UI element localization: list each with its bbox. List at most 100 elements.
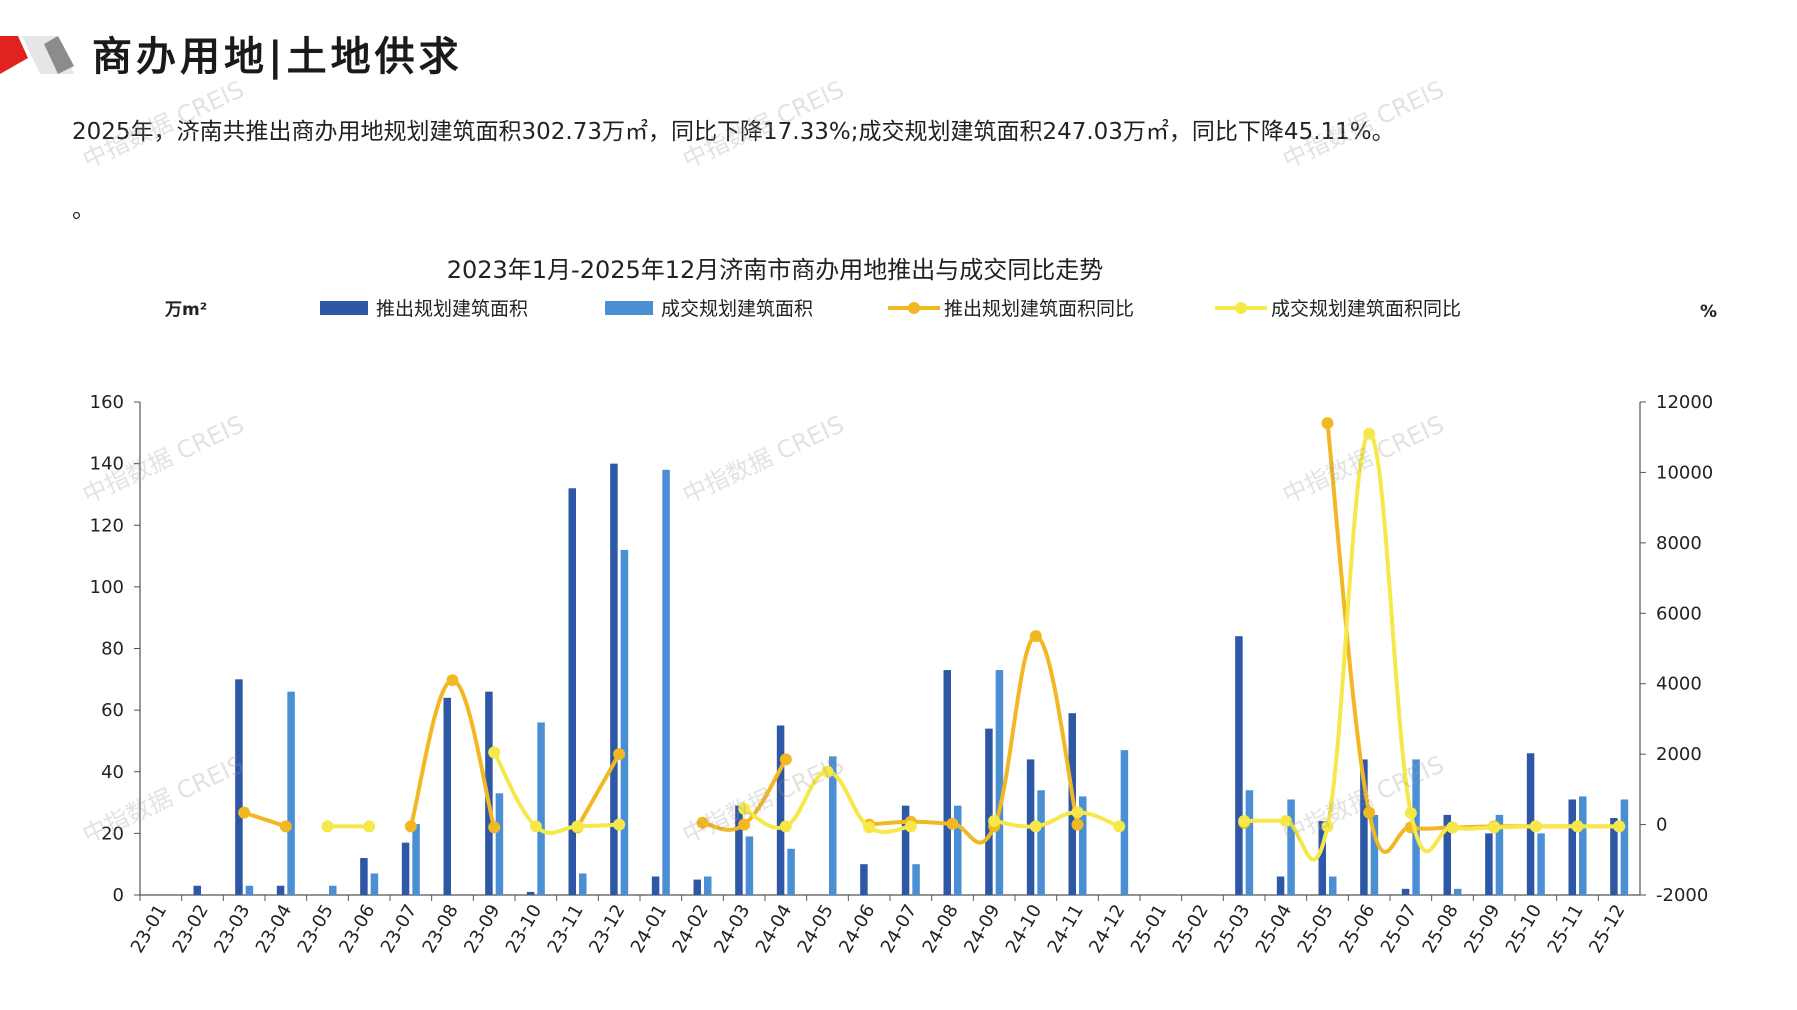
supply-bar: [693, 879, 701, 895]
chart-title: 2023年1月-2025年12月济南市商办用地推出与成交同比走势: [447, 256, 1104, 284]
supply-bar: [276, 885, 285, 895]
deal-yoy-point: [1113, 820, 1126, 833]
supply-yoy-line: [867, 634, 1080, 845]
deal-yoy-point: [1321, 820, 1334, 833]
deal-yoy-point: [1613, 820, 1626, 833]
x-tick-label: 25-07: [1377, 901, 1421, 957]
x-tick-label: 23-06: [335, 901, 379, 957]
deal-bar: [1579, 796, 1587, 895]
deal-yoy-point: [1404, 806, 1417, 819]
supply-bar: [1360, 759, 1368, 895]
deal-bar: [1454, 888, 1462, 895]
supply-bar: [985, 728, 993, 895]
x-tick-label: 23-10: [502, 901, 546, 957]
deal-bar: [954, 805, 962, 895]
deal-bar: [1287, 799, 1295, 895]
supply-bar: [1276, 876, 1285, 895]
line-marks: [238, 417, 1626, 862]
page-title: 商办用地|土地供求: [92, 34, 463, 80]
x-tick-label: 25-12: [1585, 901, 1629, 957]
x-tick-label: 24-05: [793, 901, 837, 957]
x-tick-label: 23-08: [418, 901, 462, 957]
supply-bar: [1568, 799, 1576, 895]
y-left-tick-label: 140: [90, 454, 124, 475]
x-tick-label: 24-07: [877, 901, 921, 957]
x-tick-label: 24-11: [1043, 901, 1087, 957]
x-tick-label: 25-04: [1252, 901, 1296, 957]
deal-yoy-point: [1279, 815, 1292, 828]
deal-bar: [329, 885, 337, 895]
deal-bar: [1537, 833, 1545, 895]
supply-bar: [1485, 833, 1493, 895]
deal-bar: [579, 873, 587, 895]
supply-bar: [568, 488, 576, 895]
chart-axes: 0 20 40 60 80 100 120 140 160 -2000 0 2000 4000 6000 8…: [90, 392, 1714, 957]
x-tick-label: 25-02: [1168, 901, 1212, 957]
supply-bar: [360, 858, 368, 895]
x-tick-label: 25-11: [1543, 901, 1587, 957]
y-left-tick-label: 160: [90, 392, 124, 413]
deal-bar: [1370, 814, 1379, 895]
y-left-tick-label: 80: [101, 639, 124, 660]
supply-bar: [235, 679, 243, 895]
supply-bar: [1235, 636, 1243, 895]
supply-bar: [1610, 817, 1618, 895]
deal-yoy-point: [779, 820, 792, 833]
deal-yoy-point: [613, 818, 626, 831]
deal-bar: [912, 864, 920, 895]
supply-yoy-point: [238, 806, 251, 819]
x-tick-label: 23-03: [210, 901, 254, 957]
deal-yoy-point: [529, 820, 542, 833]
deal-yoy-point: [1238, 815, 1251, 828]
x-tick-label: 25-06: [1335, 901, 1379, 957]
y-left-tick-label: 20: [101, 823, 124, 844]
supply-yoy-point: [696, 816, 709, 829]
x-tick-label: 23-01: [127, 901, 171, 957]
deal-bar: [1079, 796, 1087, 895]
deal-yoy-point: [904, 820, 917, 833]
legend-marker: [908, 302, 920, 314]
x-tick-label: 23-12: [585, 901, 629, 957]
deal-yoy-point: [571, 820, 584, 833]
x-tick-label: 24-04: [752, 901, 796, 957]
deal-yoy-point: [1446, 821, 1459, 834]
deal-bar: [412, 824, 420, 895]
deal-yoy-line: [492, 750, 622, 835]
deal-yoy-point: [821, 765, 834, 778]
y-right-tick-label: 6000: [1656, 603, 1702, 624]
x-tick-label: 24-08: [918, 901, 962, 957]
supply-bar: [485, 691, 493, 895]
supply-bar: [901, 805, 910, 895]
y-right-tick-label: 2000: [1656, 744, 1702, 765]
deal-bar: [829, 756, 837, 895]
y-right-tick-label: 0: [1656, 815, 1667, 836]
x-tick-label: 24-06: [835, 901, 879, 957]
supply-yoy-point: [446, 674, 459, 687]
deal-bar: [287, 691, 295, 895]
x-tick-label: 24-09: [960, 901, 1004, 957]
supply-yoy-point: [779, 753, 792, 766]
deal-yoy-line: [992, 810, 1122, 829]
supply-bar: [193, 885, 201, 895]
deal-bar: [1329, 876, 1337, 895]
legend-label: 推出规划建筑面积同比: [944, 298, 1134, 320]
x-tick-label: 25-08: [1418, 901, 1462, 957]
y-left-unit-label: 万m²: [164, 300, 207, 320]
supply-bar: [443, 697, 451, 895]
header: 商办用地|土地供求: [0, 22, 600, 82]
deal-yoy-point: [1529, 820, 1542, 833]
supply-bar: [610, 463, 618, 895]
x-tick-label: 24-01: [627, 901, 671, 957]
supply-bar: [651, 876, 660, 895]
supply-bar: [1318, 821, 1326, 895]
x-tick-label: 23-05: [293, 901, 337, 957]
deal-yoy-point: [321, 820, 334, 833]
supply-deal-chart: 2023年1月-2025年12月济南市商办用地推出与成交同比走势 万m² % 推…: [90, 256, 1717, 957]
x-tick-label: 24-12: [1085, 901, 1129, 957]
deal-bar: [1620, 799, 1629, 895]
summary-tail: 。: [72, 197, 95, 223]
deal-bar: [620, 549, 629, 895]
y-right-tick-label: 4000: [1656, 674, 1702, 695]
deal-yoy-point: [488, 746, 501, 759]
legend-swatch: [605, 301, 653, 315]
